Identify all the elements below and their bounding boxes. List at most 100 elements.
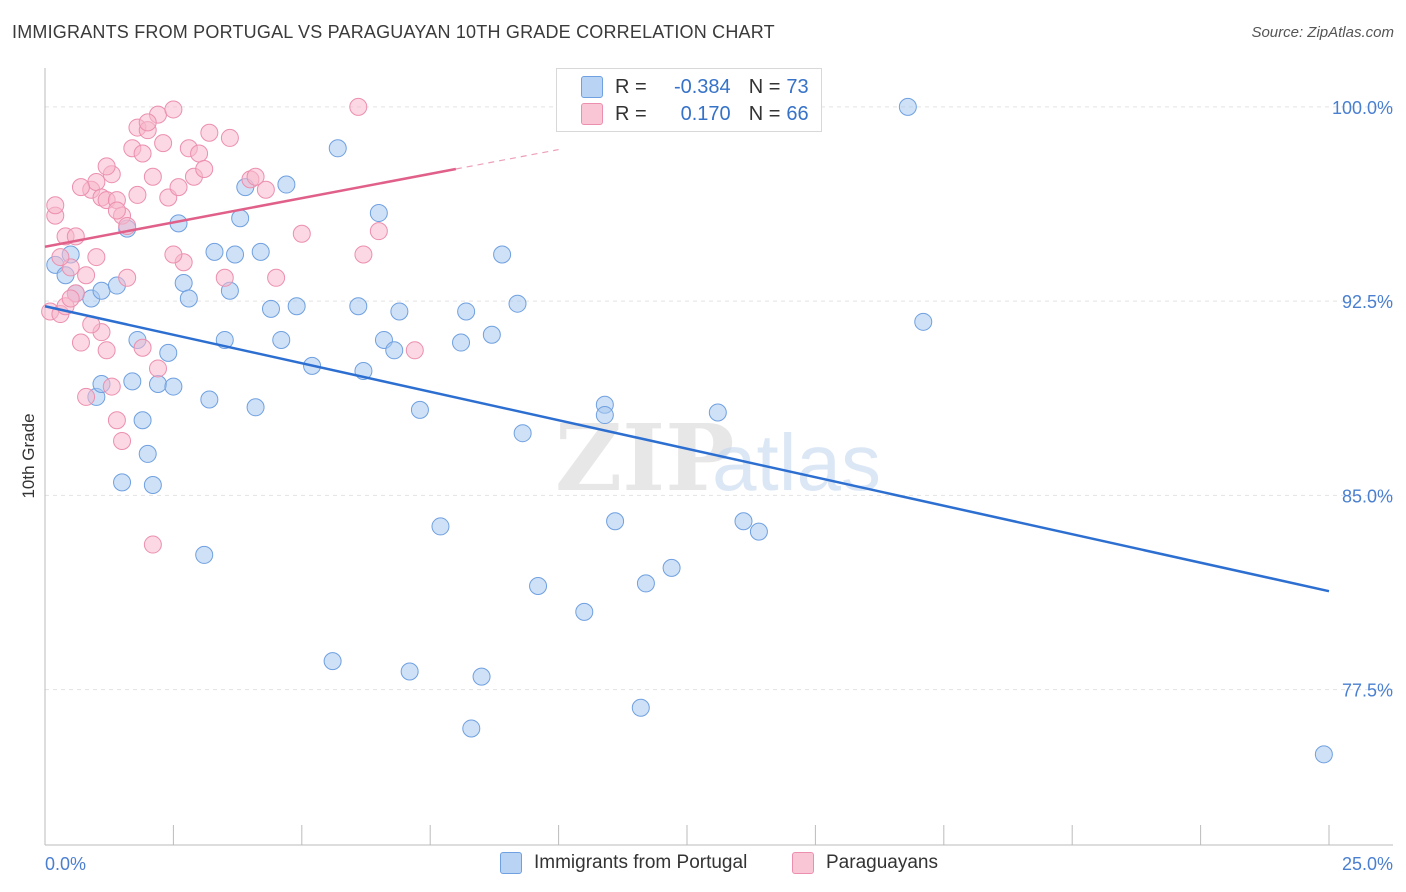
portugal-point xyxy=(472,667,491,686)
paraguayan-point xyxy=(220,128,239,147)
stats-legend-row-portugal: R = -0.384 N = 73 xyxy=(581,74,809,100)
paraguayan-point xyxy=(128,185,147,204)
legend-item-paraguayans[interactable]: Paraguayans xyxy=(792,852,938,874)
n-value: 66 xyxy=(786,102,809,125)
paraguayan-point xyxy=(190,144,209,163)
r-label: R = xyxy=(615,75,647,98)
watermark-atlas: atlas xyxy=(712,418,881,507)
r-label: R = xyxy=(615,102,647,125)
paraguayan-point xyxy=(143,535,162,554)
portugal-point xyxy=(143,475,162,494)
portugal-point xyxy=(662,558,681,577)
paraguayan-trend-extension xyxy=(455,148,559,170)
r-value: -0.384 xyxy=(673,75,731,98)
legend-label-portugal: Immigrants from Portugal xyxy=(534,852,748,873)
paraguayan-point xyxy=(71,333,90,352)
portugal-point xyxy=(410,400,429,419)
portugal-point xyxy=(493,245,512,264)
paraguayan-point xyxy=(133,338,152,357)
paraguayan-trend-line xyxy=(44,167,457,248)
y-axis-label: 10th Grade xyxy=(19,413,38,498)
portugal-trend-line xyxy=(44,305,1330,593)
portugal-point xyxy=(159,343,178,362)
portugal-point xyxy=(457,302,476,321)
paraguayan-point xyxy=(256,180,275,199)
paraguayan-point xyxy=(113,431,132,450)
paraguayan-point xyxy=(97,341,116,360)
portugal-point xyxy=(452,333,471,352)
portugal-point xyxy=(148,374,167,393)
paraguayan-point xyxy=(77,266,96,285)
portugal-point xyxy=(123,372,142,391)
paraguayan-point xyxy=(87,172,106,191)
portugal-point xyxy=(631,698,650,717)
n-label: N = xyxy=(748,102,781,125)
source-label: Source: ZipAtlas.com xyxy=(1251,24,1394,41)
portugal-point xyxy=(575,602,594,621)
blue-swatch-icon xyxy=(500,852,522,874)
portugal-point xyxy=(708,403,727,422)
portugal-point xyxy=(205,242,224,261)
portugal-point xyxy=(513,424,532,443)
portugal-point xyxy=(749,522,768,541)
paraguayan-point xyxy=(405,341,424,360)
paraguayan-point xyxy=(246,167,265,186)
portugal-point xyxy=(431,517,450,536)
portugal-point xyxy=(400,662,419,681)
paraguayan-point xyxy=(87,248,106,267)
x-tick-label: 0.0% xyxy=(45,854,86,874)
paraguayan-point xyxy=(102,377,121,396)
legend-label-paraguayans: Paraguayans xyxy=(826,852,938,873)
portugal-point xyxy=(1314,745,1333,764)
portugal-point xyxy=(231,209,250,228)
paraguayan-point xyxy=(354,245,373,264)
chart-title: IMMIGRANTS FROM PORTUGAL VS PARAGUAYAN 1… xyxy=(12,22,775,42)
portugal-point xyxy=(508,294,527,313)
portugal-point xyxy=(734,512,753,531)
portugal-point xyxy=(174,273,193,292)
legend-item-portugal[interactable]: Immigrants from Portugal xyxy=(500,852,747,874)
y-tick-label: 85.0% xyxy=(1342,486,1393,506)
n-value: 73 xyxy=(786,75,809,98)
portugal-point xyxy=(482,325,501,344)
portugal-point xyxy=(261,299,280,318)
portugal-point xyxy=(277,175,296,194)
portugal-point xyxy=(369,204,388,223)
portugal-point xyxy=(133,411,152,430)
paraguayan-point xyxy=(349,97,368,116)
portugal-point xyxy=(251,242,270,261)
portugal-point xyxy=(246,398,265,417)
portugal-point xyxy=(636,574,655,593)
paraguayan-point xyxy=(164,100,183,119)
portugal-point xyxy=(385,341,404,360)
y-tick-label: 92.5% xyxy=(1342,292,1393,312)
blue-swatch-icon xyxy=(581,76,603,98)
portugal-point xyxy=(529,577,548,595)
paraguayan-point xyxy=(148,359,167,378)
y-tick-label: 77.5% xyxy=(1342,681,1393,701)
portugal-point xyxy=(113,473,132,492)
watermark-zip: ZIP xyxy=(555,404,734,512)
paraguayan-point xyxy=(292,224,311,243)
portugal-point xyxy=(898,97,917,116)
paraguayan-point xyxy=(169,178,188,197)
pink-swatch-icon xyxy=(792,852,814,874)
portugal-point xyxy=(200,390,219,409)
portugal-point xyxy=(92,281,111,300)
portugal-point xyxy=(138,444,157,463)
paraguayan-point xyxy=(71,178,90,197)
paraguayan-point xyxy=(267,268,286,287)
stats-legend: R = -0.384 N = 73 R = 0.170 N = 66 xyxy=(556,68,822,132)
portugal-point xyxy=(328,139,347,158)
y-tick-label: 100.0% xyxy=(1332,98,1393,118)
pink-swatch-icon xyxy=(581,103,603,125)
paraguayan-point xyxy=(195,160,214,179)
portugal-point xyxy=(287,297,306,316)
portugal-point xyxy=(226,245,245,264)
portugal-point xyxy=(179,289,198,308)
portugal-point xyxy=(606,512,625,531)
paraguayan-point xyxy=(138,113,157,132)
portugal-point xyxy=(272,330,291,349)
paraguayan-point xyxy=(215,268,234,287)
